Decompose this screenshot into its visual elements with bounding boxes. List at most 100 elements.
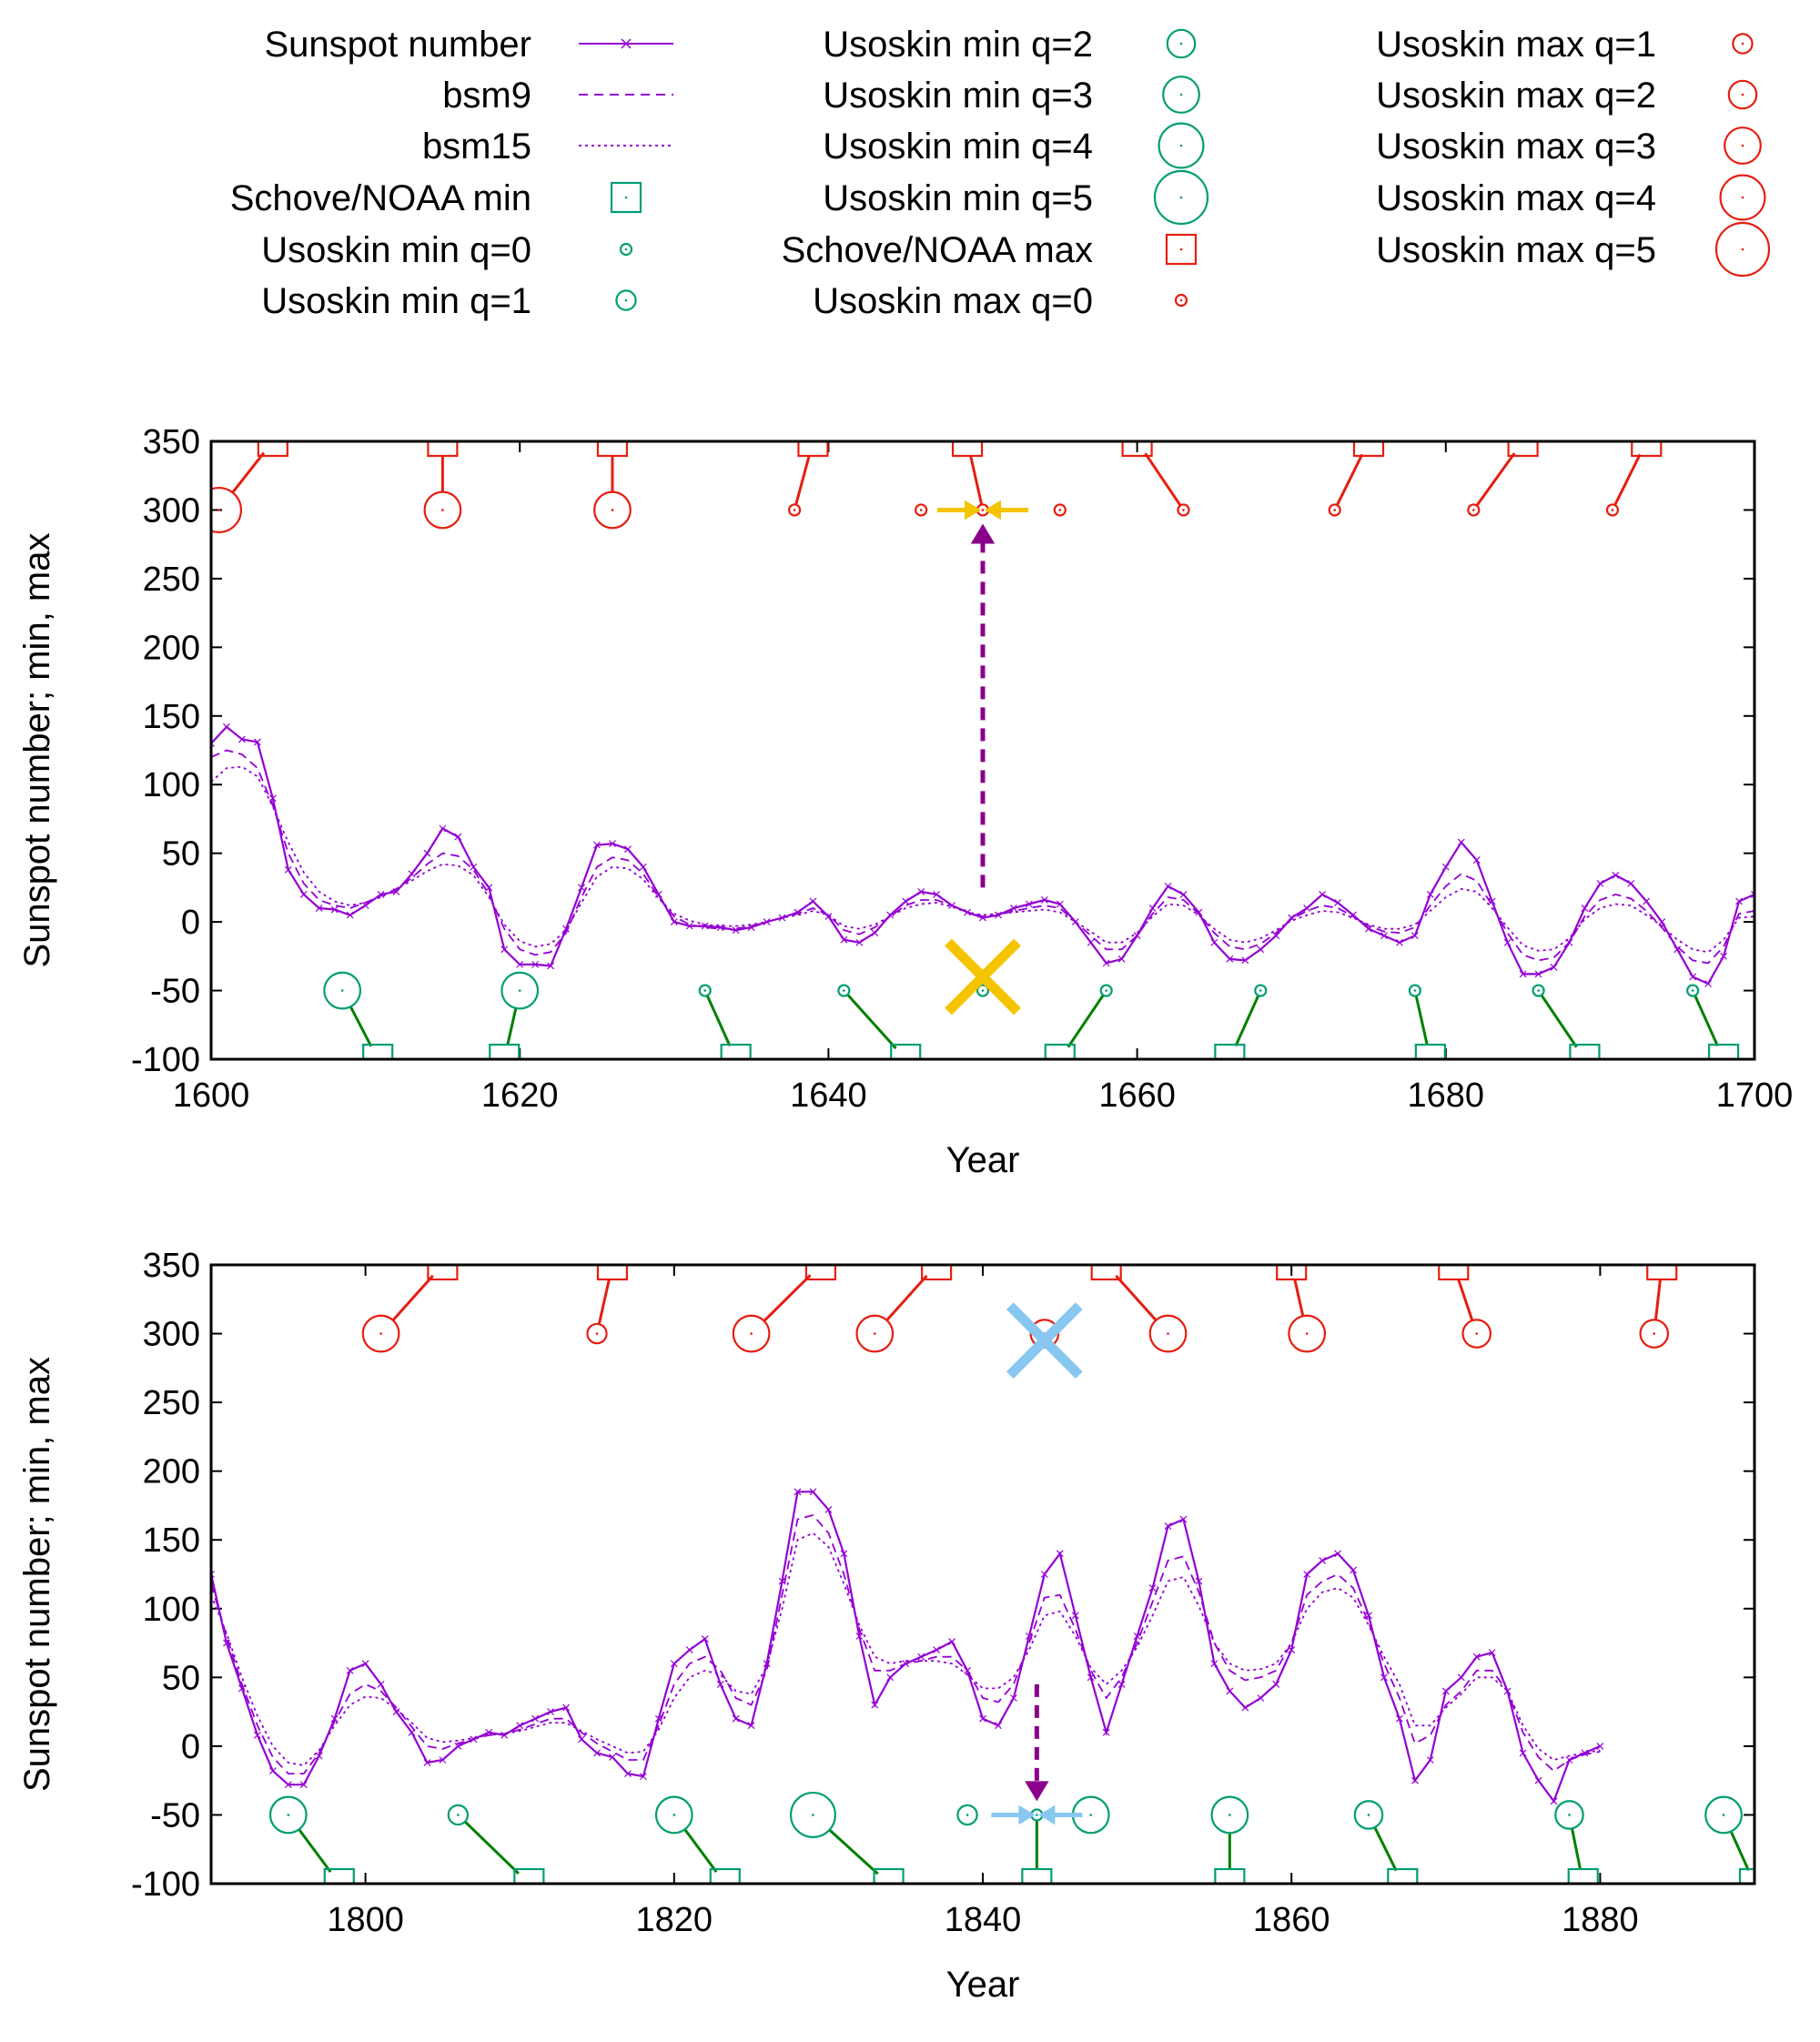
p0-usoskin-max-extra-1-dot bbox=[1058, 509, 1062, 511]
p0-max-link-4 bbox=[969, 455, 984, 505]
p1-usoskin-min-8-dot bbox=[1722, 1814, 1725, 1816]
p1-series-0-point-87 bbox=[1550, 1797, 1558, 1805]
p0-series-0-point-27 bbox=[623, 845, 632, 854]
p0-max-link-7 bbox=[1475, 452, 1516, 507]
legend-item-10: Schove/NOAA max bbox=[782, 230, 1198, 270]
p1-plot-area bbox=[211, 1265, 1754, 1884]
legend-item-2-label: bsm15 bbox=[422, 126, 531, 167]
p1-series-0-point-4 bbox=[268, 1767, 277, 1775]
p1-ytick-label-7: 0 bbox=[181, 1728, 200, 1766]
p0-min-link-7 bbox=[1540, 994, 1578, 1048]
p0-series-0-point-99 bbox=[1735, 897, 1743, 905]
p0-series-0-point-94 bbox=[1658, 918, 1666, 926]
legend-item-7-sample-circle-ring bbox=[1162, 76, 1200, 114]
p0-noaa-max-8-box bbox=[1631, 441, 1663, 458]
p0-usoskin-min-5-ring bbox=[1254, 984, 1268, 997]
p1-series-0-point-52 bbox=[1009, 1694, 1017, 1702]
p1-usoskin-max-3-ring bbox=[855, 1314, 895, 1353]
p0-noaa-min-6-box bbox=[1414, 1043, 1446, 1059]
p0-series-0-point-59 bbox=[1117, 955, 1126, 963]
p0-max-link-5 bbox=[1144, 452, 1182, 507]
p1-series-0-point-32 bbox=[701, 1635, 709, 1643]
p0-series-0-point-30 bbox=[670, 918, 678, 926]
p1-min-link-8 bbox=[1729, 1830, 1750, 1872]
p0-plot-area bbox=[211, 441, 1754, 1059]
p0-usoskin-min-3-ring bbox=[837, 984, 851, 997]
p1-usoskin-min-extra-0-ring bbox=[956, 1804, 978, 1826]
p1-y-title: Sunspot number; min, max bbox=[17, 1357, 57, 1792]
p0-usoskin-max-5-ring bbox=[1177, 503, 1190, 517]
legend-item-10-sample-square-dot bbox=[1179, 248, 1183, 251]
p1-series-0-point-27 bbox=[623, 1770, 632, 1778]
p1-usoskin-max-1-ring bbox=[586, 1322, 608, 1345]
p0-series-0-point-2 bbox=[238, 735, 246, 743]
p0-usoskin-max-2 bbox=[593, 490, 632, 530]
p0-usoskin-max-7-ring bbox=[1467, 503, 1481, 517]
p0-usoskin-min-6-ring bbox=[1408, 984, 1421, 997]
p0-series-0-point-53 bbox=[1025, 900, 1033, 908]
p1-min-link-1 bbox=[463, 1820, 520, 1875]
p0-series-0-point-47 bbox=[933, 891, 941, 898]
panel-1790: 350 300 250 200 150 100 50 0 -50 -100 1800 1820 1840… bbox=[17, 1247, 1756, 2005]
p0-usoskin-max-2-dot bbox=[611, 509, 614, 511]
p1-series-0-point-59 bbox=[1117, 1680, 1126, 1688]
p1-min-link-0 bbox=[298, 1828, 332, 1874]
legend-item-4-sample-circle-dot bbox=[624, 248, 628, 251]
p0-max-link-0 bbox=[231, 451, 266, 494]
legend-item-10-label: Schove/NOAA max bbox=[782, 230, 1093, 270]
p0-ytick-label-4: 150 bbox=[143, 698, 200, 736]
p0-series-0-point-57 bbox=[1087, 938, 1095, 946]
p1-series-0-point-64 bbox=[1195, 1577, 1203, 1585]
p1-usoskin-max-1-dot bbox=[595, 1332, 599, 1335]
p0-usoskin-min-8-dot bbox=[1691, 989, 1694, 992]
p1-noaa-max-6-box bbox=[1438, 1265, 1470, 1281]
p1-series-0-point-11 bbox=[377, 1680, 385, 1688]
legend-item-5-sample-circle-dot bbox=[624, 298, 628, 302]
p0-min-link-5 bbox=[1234, 995, 1260, 1047]
p0-series-0-point-26 bbox=[609, 840, 616, 848]
legend-item-13-sample-circle-dot bbox=[1741, 93, 1744, 96]
p1-noaa-max-3-box bbox=[921, 1265, 953, 1281]
p1-dashed-arrow-head bbox=[1025, 1781, 1049, 1802]
p0-series-0-point-20 bbox=[516, 960, 524, 968]
p1-series-0-point-33 bbox=[716, 1680, 724, 1688]
p0-usoskin-max-7-dot bbox=[1472, 509, 1475, 511]
p1-max-link-6 bbox=[1456, 1278, 1474, 1321]
p0-ytick-label-7: 0 bbox=[181, 904, 200, 942]
legend-item-12-sample-circle-dot bbox=[1741, 42, 1744, 45]
p1-usoskin-min-7-ring bbox=[1554, 1800, 1584, 1830]
p0-series-0-point-24 bbox=[578, 884, 585, 892]
p1-usoskin-max-2-ring bbox=[732, 1314, 771, 1353]
p1-usoskin-min-2 bbox=[654, 1795, 693, 1835]
p1-series-0-point-3 bbox=[253, 1731, 261, 1739]
p0-usoskin-min-2-ring bbox=[698, 984, 712, 997]
p0-usoskin-max-6-ring bbox=[1328, 503, 1341, 517]
p0-series-0-point-87 bbox=[1550, 963, 1558, 971]
legend-item-14-sample-circle-dot bbox=[1741, 144, 1744, 147]
p1-usoskin-max-1 bbox=[586, 1322, 608, 1345]
legend-item-16: Usoskin max q=5 bbox=[1376, 221, 1771, 278]
p0-usoskin-min-6-dot bbox=[1413, 989, 1417, 992]
p1-series-0-point-74 bbox=[1350, 1566, 1357, 1574]
legend-item-4-label: Usoskin min q=0 bbox=[261, 230, 531, 270]
p0-usoskin-max-1-ring bbox=[423, 490, 462, 530]
legend-item-3-sample-square-dot bbox=[624, 196, 628, 199]
p0-usoskin-max-extra-0-ring bbox=[915, 503, 928, 517]
legend-item-3-sample-square bbox=[610, 181, 642, 214]
p1-noaa-min-0-box bbox=[323, 1867, 355, 1884]
p0-usoskin-max-8 bbox=[1605, 503, 1620, 517]
p1-max-link-5 bbox=[1293, 1279, 1305, 1317]
p0-inward-arrow-right-head bbox=[985, 500, 1001, 521]
p0-noaa-min-5-box bbox=[1214, 1043, 1246, 1059]
p1-series-0 bbox=[211, 1488, 1604, 1805]
legend-item-10-sample-square bbox=[1165, 233, 1198, 266]
p1-series-0-point-41 bbox=[840, 1550, 848, 1558]
legend-item-2: bsm15 bbox=[422, 126, 673, 167]
p1-ytick-label-1: 300 bbox=[143, 1316, 200, 1354]
p1-series-0-point-77 bbox=[1395, 1714, 1403, 1723]
p0-series-0-point-79 bbox=[1426, 891, 1434, 898]
p1-big-cross bbox=[1006, 1302, 1083, 1379]
p1-series-0-point-22 bbox=[547, 1708, 555, 1716]
p0-ytick-label-2: 250 bbox=[143, 561, 200, 599]
p0-noaa-max-1-box bbox=[427, 441, 459, 458]
